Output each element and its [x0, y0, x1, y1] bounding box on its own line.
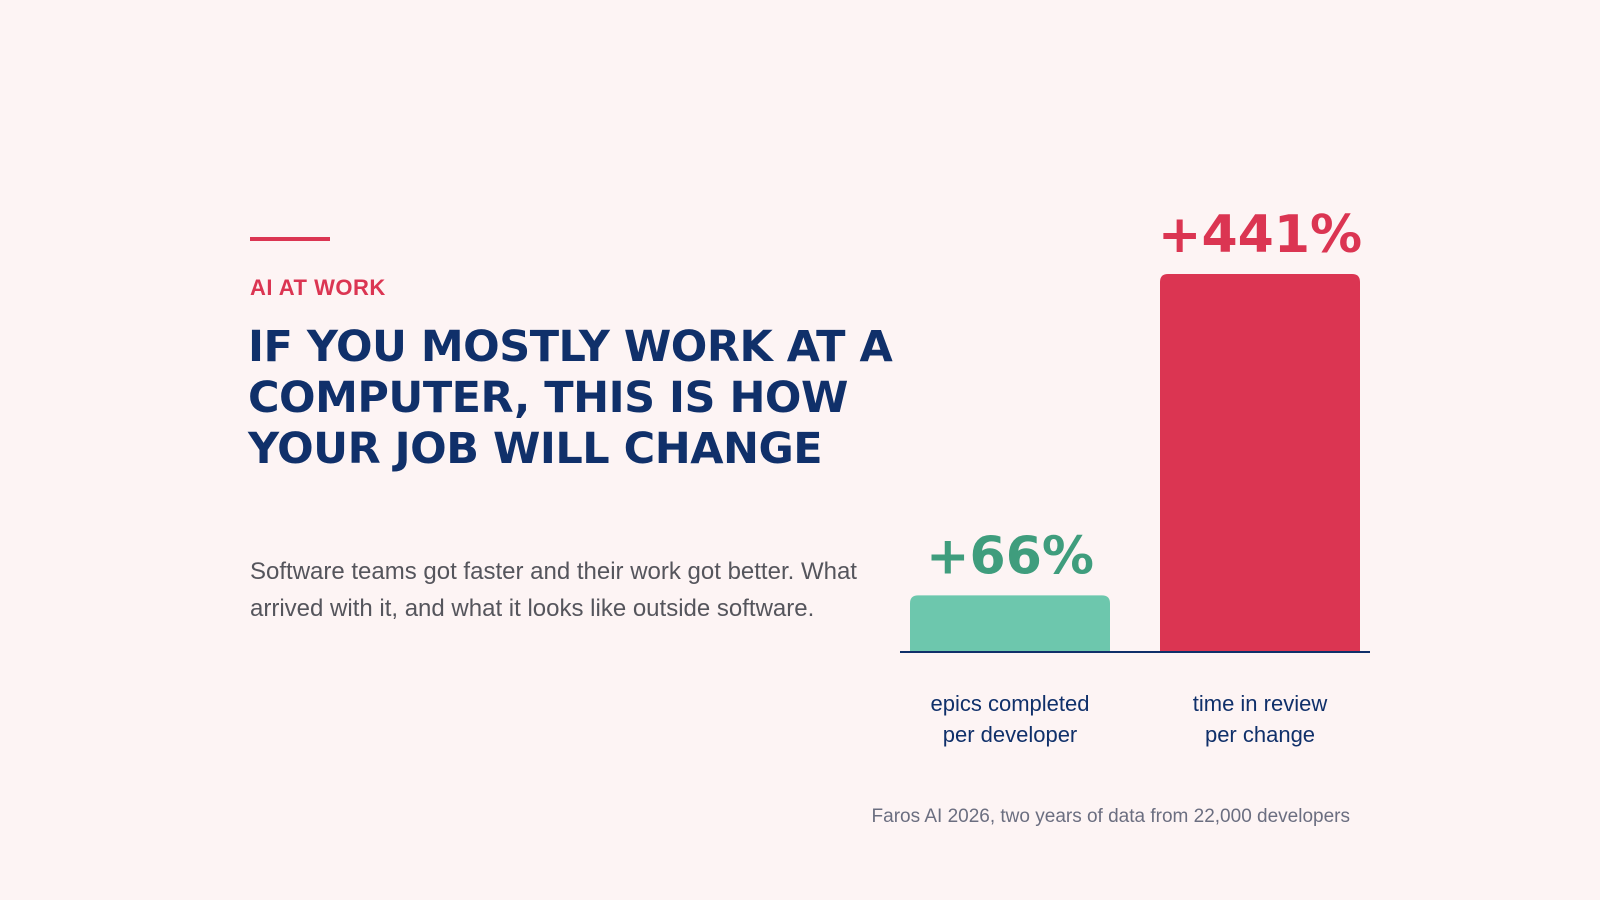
headline: IF YOU MOSTLY WORK AT A COMPUTER, THIS I…	[248, 322, 893, 474]
value-label-epics: +66%	[926, 526, 1094, 586]
eyebrow-label: AI AT WORK	[250, 275, 386, 300]
category-label-review-line-2: per change	[1205, 722, 1315, 747]
category-label-review-line-1: time in review	[1193, 691, 1328, 716]
accent-rule	[250, 237, 330, 241]
category-label-epics-line-1: epics completed	[931, 691, 1090, 716]
body-copy: Software teams got faster and their work…	[250, 558, 857, 622]
bar-review	[1160, 274, 1360, 652]
value-label-review: +441%	[1158, 205, 1362, 265]
bar-epics	[910, 595, 1110, 652]
category-label-epics-line-2: per developer	[943, 722, 1078, 747]
source-note: Faros AI 2026, two years of data from 22…	[871, 806, 1350, 827]
